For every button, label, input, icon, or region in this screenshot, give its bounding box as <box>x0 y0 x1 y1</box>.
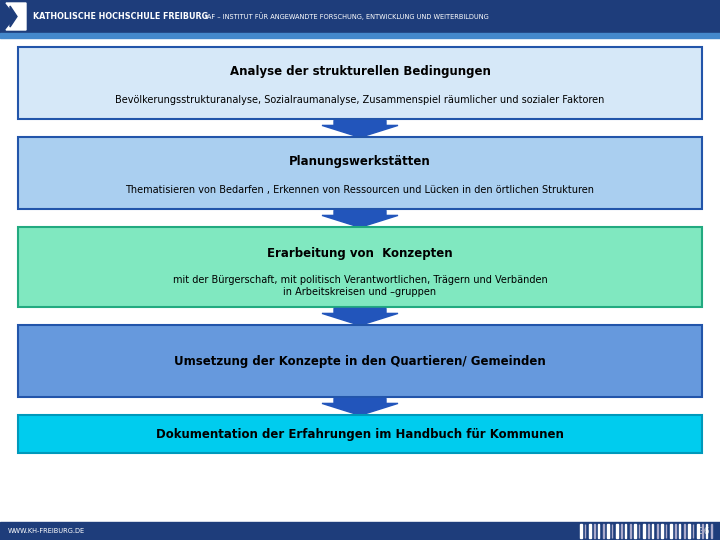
Bar <box>0 522 720 540</box>
Bar <box>688 524 690 538</box>
Bar <box>18 48 702 119</box>
Text: Erarbeitung von  Konzepten: Erarbeitung von Konzepten <box>267 247 453 260</box>
Bar <box>616 524 618 538</box>
Text: KATHOLISCHE HOCHSCHULE FREIBURG: KATHOLISCHE HOCHSCHULE FREIBURG <box>33 12 208 21</box>
Bar <box>647 524 649 538</box>
Bar <box>580 524 582 538</box>
Bar <box>683 524 685 538</box>
Bar <box>697 524 698 538</box>
Polygon shape <box>322 399 398 415</box>
Text: 36: 36 <box>698 526 710 536</box>
Bar <box>607 524 608 538</box>
Bar <box>0 33 720 38</box>
Bar <box>629 524 631 538</box>
Polygon shape <box>10 6 17 27</box>
Bar <box>657 524 658 538</box>
Bar <box>603 524 604 538</box>
Bar <box>589 524 590 538</box>
Bar <box>661 524 662 538</box>
Text: Bevölkerungsstrukturanalyse, Sozialraumanalyse, Zusammenspiel räumlicher und soz: Bevölkerungsstrukturanalyse, Sozialrauma… <box>115 95 605 105</box>
Bar <box>643 524 644 538</box>
Text: WWW.KH-FREIBURG.DE: WWW.KH-FREIBURG.DE <box>8 528 85 534</box>
Bar <box>675 524 676 538</box>
Polygon shape <box>322 120 398 137</box>
Polygon shape <box>322 308 398 326</box>
Bar <box>593 524 595 538</box>
Bar <box>711 524 712 538</box>
Polygon shape <box>322 211 398 227</box>
Bar <box>670 524 672 538</box>
Bar <box>18 326 702 397</box>
Bar <box>18 227 702 307</box>
Text: Thematisieren von Bedarfen , Erkennen von Ressourcen und Lücken in den örtlichen: Thematisieren von Bedarfen , Erkennen vo… <box>125 185 595 195</box>
Bar <box>621 524 622 538</box>
Bar <box>701 524 703 538</box>
Bar <box>634 524 636 538</box>
Text: mit der Bürgerschaft, mit politisch Verantwortlichen, Trägern und Verbänden
in A: mit der Bürgerschaft, mit politisch Vera… <box>173 275 547 296</box>
Text: IAF – INSTITUT FÜR ANGEWANDTE FORSCHUNG, ENTWICKLUNG UND WEITERBILDUNG: IAF – INSTITUT FÜR ANGEWANDTE FORSCHUNG,… <box>205 12 489 21</box>
Bar <box>18 415 702 454</box>
Polygon shape <box>6 3 26 30</box>
Bar <box>0 0 720 33</box>
Bar <box>18 137 702 210</box>
Text: Umsetzung der Konzepte in den Quartieren/ Gemeinden: Umsetzung der Konzepte in den Quartieren… <box>174 355 546 368</box>
Text: Analyse der strukturellen Bedingungen: Analyse der strukturellen Bedingungen <box>230 65 490 78</box>
Text: Planungswerkstätten: Planungswerkstätten <box>289 154 431 167</box>
Text: Dokumentation der Erfahrungen im Handbuch für Kommunen: Dokumentation der Erfahrungen im Handbuc… <box>156 428 564 441</box>
